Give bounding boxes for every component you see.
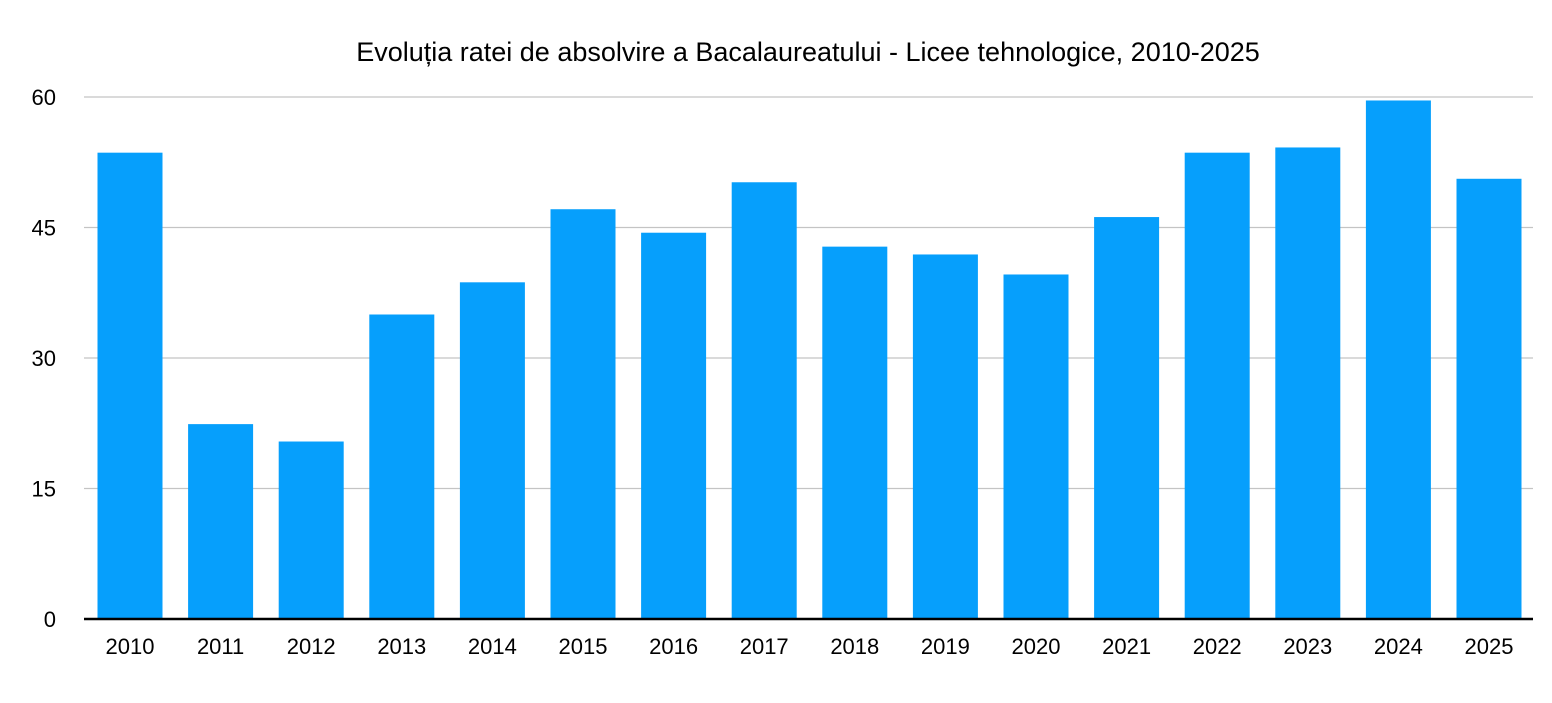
bar-2019	[912, 254, 978, 619]
bar-2024	[1365, 100, 1431, 620]
x-tick-label: 2014	[468, 634, 517, 659]
y-axis-tick-labels: 0 15 30 45 60	[32, 85, 56, 632]
x-tick-label: 2018	[830, 634, 879, 659]
y-tick-label: 15	[32, 477, 56, 502]
bar-2012	[278, 441, 344, 619]
bar-2021	[1094, 217, 1160, 619]
x-axis-tick-labels: 2010 2011 2012 2013 2014 2015 2016 2017 2018 2019…	[106, 634, 1514, 659]
bar-2010	[97, 152, 163, 619]
x-tick-label: 2015	[559, 634, 608, 659]
x-tick-label: 2019	[921, 634, 970, 659]
y-tick-label: 45	[32, 216, 56, 241]
x-tick-label: 2021	[1102, 634, 1151, 659]
bar-2013	[369, 314, 435, 619]
y-tick-label: 0	[44, 607, 56, 632]
chart-title: Evoluția ratei de absolvire a Bacalaurea…	[356, 37, 1260, 67]
bar-2023	[1275, 147, 1341, 619]
bars	[97, 100, 1522, 620]
y-tick-label: 60	[32, 85, 56, 110]
bar-2018	[822, 246, 888, 619]
y-tick-label: 30	[32, 346, 56, 371]
bar-2017	[731, 182, 797, 619]
x-tick-label: 2012	[287, 634, 336, 659]
x-tick-label: 2022	[1193, 634, 1242, 659]
bar-2011	[188, 424, 254, 619]
x-tick-label: 2017	[740, 634, 789, 659]
bar-2014	[459, 282, 525, 619]
bar-2016	[641, 232, 707, 619]
bar-2020	[1003, 274, 1069, 619]
bar-2025	[1456, 178, 1522, 619]
x-tick-label: 2011	[197, 634, 244, 659]
bar-2022	[1184, 152, 1250, 619]
x-tick-label: 2024	[1374, 634, 1423, 659]
x-tick-label: 2010	[106, 634, 155, 659]
x-tick-label: 2025	[1465, 634, 1514, 659]
x-tick-label: 2023	[1283, 634, 1332, 659]
x-tick-label: 2020	[1012, 634, 1061, 659]
x-tick-label: 2013	[377, 634, 426, 659]
bar-2015	[550, 209, 616, 620]
x-tick-label: 2016	[649, 634, 698, 659]
